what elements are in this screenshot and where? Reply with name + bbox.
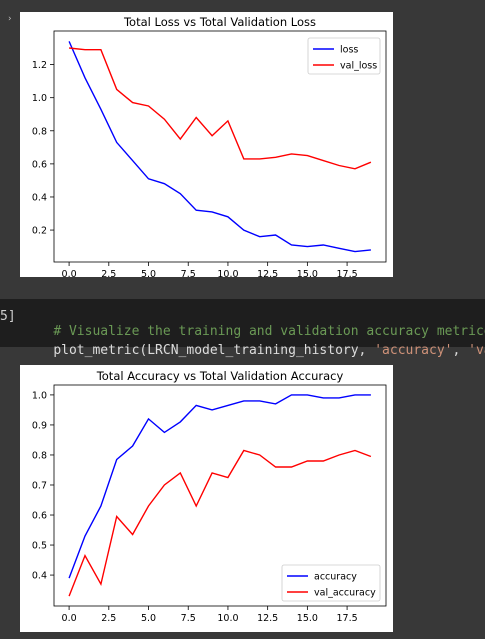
y-tick-label: 0.7 [32,480,47,491]
series-line-val-accuracy [68,449,372,597]
x-tick-label: 0.0 [62,613,77,624]
code-cell[interactable]: 5] # Visualize the training and validati… [0,299,485,358]
plot-frame [53,384,387,607]
y-tick-label: 0.4 [32,571,47,582]
x-tick-label: 0.0 [62,269,77,277]
y-tick-label: 0.8 [32,126,47,137]
x-tick-label: 5.0 [141,613,156,624]
y-tick-label: 0.6 [32,511,47,522]
y-tick-label: 0.2 [32,226,47,237]
x-tick-label: 7.5 [181,613,196,624]
legend-label-accuracy: accuracy [314,572,357,583]
chart-legend: accuracy val_accuracy [281,564,381,602]
code-line-comment: # Visualize the training and validation … [22,309,485,354]
legend-label-val-accuracy: val_accuracy [314,588,376,599]
legend-label-val-loss: val_loss [340,61,377,72]
x-tick-label: 12.5 [257,269,278,277]
y-tick-label: 0.8 [32,450,47,461]
legend-label-loss: loss [340,45,358,56]
cell-prompt: 5] [0,309,16,324]
x-tick-label: 15.0 [297,269,318,277]
x-tick-label: 7.5 [181,269,196,277]
accuracy-chart-output: Total Accuracy vs Total Validation Accur… [20,365,393,632]
y-tick-label: 0.9 [32,420,47,431]
x-tick-label: 17.5 [337,613,358,624]
series-line-loss [68,41,371,253]
code-arg-accuracy: 'accuracy' [374,343,453,358]
x-tick-label: 17.5 [337,269,358,277]
y-tick-label: 1.0 [32,390,47,401]
x-tick-label: 2.5 [101,613,116,624]
x-tick-label: 2.5 [101,269,116,277]
plot-frame [53,30,387,263]
series-line-val-loss [69,47,372,170]
x-tick-label: 15.0 [297,613,318,624]
code-call-prefix: plot_metric(LRCN_model_training_history, [53,343,375,358]
chart-title: Total Accuracy vs Total Validation Accur… [96,369,344,383]
code-comment: # Visualize the training and validation … [53,324,485,339]
x-tick-label: 12.5 [257,613,278,624]
y-tick-label: 0.6 [32,159,47,170]
loss-chart: Total Loss vs Total Validation Loss 0.0 2.… [32,15,387,280]
loss-chart-output: Total Loss vs Total Validation Loss 0.0 2.… [20,12,393,280]
x-tick-label: 5.0 [141,269,156,277]
accuracy-chart: Total Accuracy vs Total Validation Accur… [32,369,387,624]
y-tick-label: 0.4 [32,192,47,203]
code-line-call: plot_metric(LRCN_model_training_history,… [22,328,485,373]
y-tick-label: 0.5 [32,541,47,552]
chart-legend: loss val_loss [307,37,381,75]
output-collapse-icon[interactable]: › [8,14,12,24]
x-tick-label: 10.0 [217,613,238,624]
series-line-accuracy [68,394,371,579]
code-arg-separator: , [452,343,469,358]
code-arg-val-accuracy: 'val_ac [468,343,485,358]
chart-title: Total Loss vs Total Validation Loss [123,15,316,29]
y-tick-label: 1.0 [32,93,47,104]
y-tick-label: 1.2 [32,60,47,71]
x-tick-label: 10.0 [217,269,238,277]
